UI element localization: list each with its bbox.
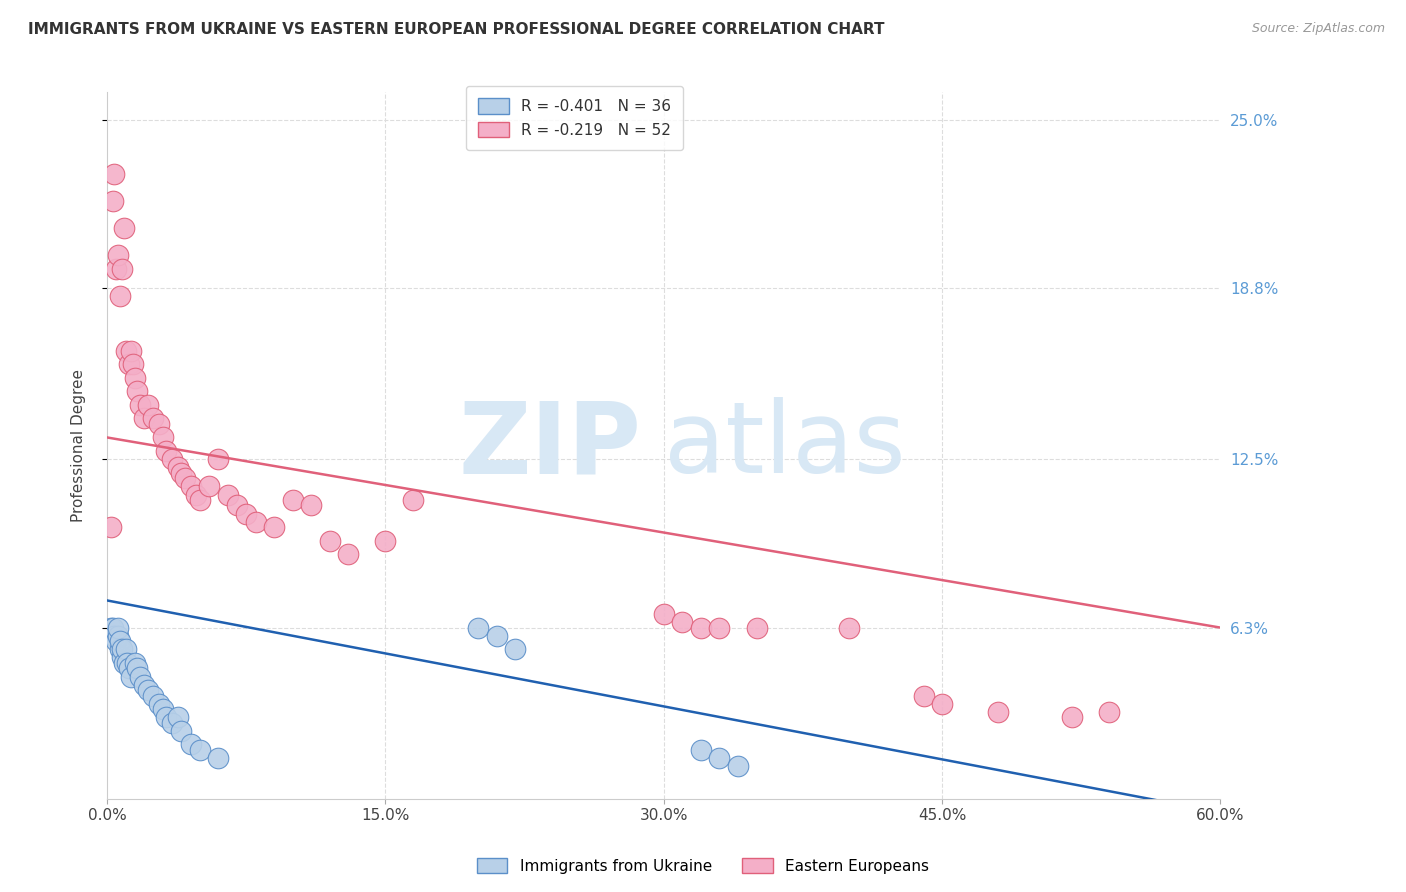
Point bbox=[114, 642, 136, 657]
Point bbox=[174, 471, 197, 485]
Point bbox=[745, 621, 768, 635]
Point bbox=[166, 710, 188, 724]
Point bbox=[180, 738, 202, 752]
Point bbox=[207, 751, 229, 765]
Point bbox=[652, 607, 675, 621]
Point bbox=[727, 759, 749, 773]
Point bbox=[671, 615, 693, 630]
Point bbox=[155, 444, 177, 458]
Point bbox=[111, 262, 134, 277]
Point bbox=[112, 221, 135, 235]
Point bbox=[207, 452, 229, 467]
Point bbox=[186, 487, 208, 501]
Point bbox=[111, 650, 134, 665]
Point bbox=[100, 520, 122, 534]
Point bbox=[118, 357, 141, 371]
Point bbox=[142, 411, 165, 425]
Point bbox=[198, 479, 221, 493]
Point bbox=[374, 533, 396, 548]
Point bbox=[100, 621, 122, 635]
Point bbox=[319, 533, 342, 548]
Point bbox=[124, 656, 146, 670]
Point bbox=[838, 621, 860, 635]
Point bbox=[281, 492, 304, 507]
Legend: R = -0.401   N = 36, R = -0.219   N = 52: R = -0.401 N = 36, R = -0.219 N = 52 bbox=[465, 86, 683, 150]
Point bbox=[188, 492, 211, 507]
Point bbox=[101, 194, 124, 208]
Point bbox=[1060, 710, 1083, 724]
Point bbox=[402, 492, 425, 507]
Point bbox=[155, 710, 177, 724]
Point bbox=[235, 507, 257, 521]
Point bbox=[108, 289, 131, 303]
Point bbox=[120, 343, 142, 358]
Point bbox=[107, 629, 129, 643]
Point bbox=[263, 520, 285, 534]
Point bbox=[107, 621, 129, 635]
Point bbox=[160, 715, 183, 730]
Text: atlas: atlas bbox=[664, 397, 905, 494]
Point bbox=[105, 634, 128, 648]
Point bbox=[166, 460, 188, 475]
Point bbox=[148, 417, 170, 431]
Point bbox=[188, 743, 211, 757]
Point bbox=[709, 751, 731, 765]
Point bbox=[103, 629, 125, 643]
Point bbox=[485, 629, 508, 643]
Point bbox=[170, 723, 193, 738]
Point bbox=[245, 515, 267, 529]
Point bbox=[931, 697, 953, 711]
Legend: Immigrants from Ukraine, Eastern Europeans: Immigrants from Ukraine, Eastern Europea… bbox=[471, 852, 935, 880]
Point bbox=[337, 547, 360, 561]
Point bbox=[180, 479, 202, 493]
Point bbox=[136, 398, 159, 412]
Point bbox=[299, 499, 322, 513]
Point bbox=[108, 642, 131, 657]
Point bbox=[226, 499, 249, 513]
Point bbox=[152, 702, 174, 716]
Point bbox=[134, 678, 156, 692]
Point bbox=[709, 621, 731, 635]
Point bbox=[689, 743, 711, 757]
Point bbox=[129, 669, 152, 683]
Point bbox=[136, 683, 159, 698]
Point bbox=[111, 642, 134, 657]
Point bbox=[170, 466, 193, 480]
Point bbox=[987, 705, 1010, 719]
Point bbox=[108, 634, 131, 648]
Point bbox=[103, 167, 125, 181]
Text: IMMIGRANTS FROM UKRAINE VS EASTERN EUROPEAN PROFESSIONAL DEGREE CORRELATION CHAR: IMMIGRANTS FROM UKRAINE VS EASTERN EUROP… bbox=[28, 22, 884, 37]
Y-axis label: Professional Degree: Professional Degree bbox=[72, 369, 86, 522]
Point bbox=[120, 669, 142, 683]
Text: Source: ZipAtlas.com: Source: ZipAtlas.com bbox=[1251, 22, 1385, 36]
Point bbox=[689, 621, 711, 635]
Point bbox=[152, 430, 174, 444]
Point bbox=[217, 487, 239, 501]
Point bbox=[1098, 705, 1121, 719]
Point bbox=[505, 642, 527, 657]
Point bbox=[118, 661, 141, 675]
Point bbox=[107, 248, 129, 262]
Point bbox=[134, 411, 156, 425]
Text: ZIP: ZIP bbox=[458, 397, 641, 494]
Point bbox=[148, 697, 170, 711]
Point bbox=[160, 452, 183, 467]
Point bbox=[117, 656, 139, 670]
Point bbox=[114, 343, 136, 358]
Point bbox=[912, 689, 935, 703]
Point bbox=[105, 262, 128, 277]
Point bbox=[124, 370, 146, 384]
Point bbox=[122, 357, 145, 371]
Point bbox=[125, 661, 148, 675]
Point bbox=[101, 621, 124, 635]
Point bbox=[125, 384, 148, 399]
Point bbox=[467, 621, 489, 635]
Point bbox=[112, 656, 135, 670]
Point bbox=[142, 689, 165, 703]
Point bbox=[129, 398, 152, 412]
